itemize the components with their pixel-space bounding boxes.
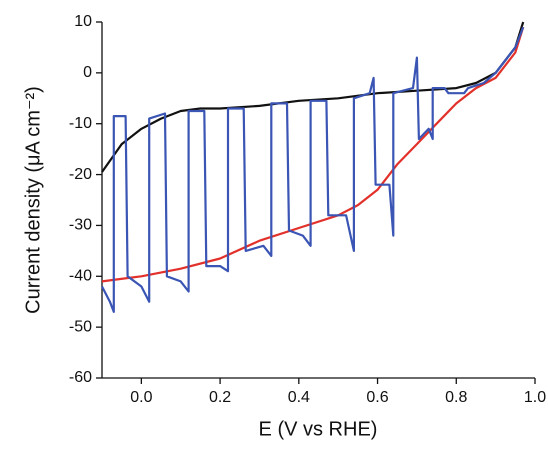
line-series — [101, 26, 525, 313]
y-tick-label: -30 — [69, 217, 92, 234]
y-tick-label: -50 — [69, 318, 92, 335]
x-tick-label: 1.0 — [524, 389, 546, 406]
y-tick-label: -20 — [69, 166, 92, 183]
y-axis-label: Current density (μA cm⁻²) — [22, 86, 44, 314]
y-tick-label: -60 — [69, 369, 92, 386]
x-tick-label: 0.6 — [366, 389, 388, 406]
x-axis-label: E (V vs RHE) — [259, 418, 378, 440]
y-tick-label: -40 — [69, 268, 92, 285]
y-tick-label: 10 — [74, 13, 92, 30]
x-tick-label: 0.2 — [209, 389, 231, 406]
x-tick-label: 0.0 — [130, 389, 152, 406]
x-tick-label: 0.4 — [288, 389, 310, 406]
line-series — [101, 21, 525, 173]
x-tick-label: 0.8 — [445, 389, 467, 406]
y-tick-label: 0 — [83, 64, 92, 81]
y-tick-label: -10 — [69, 115, 92, 132]
